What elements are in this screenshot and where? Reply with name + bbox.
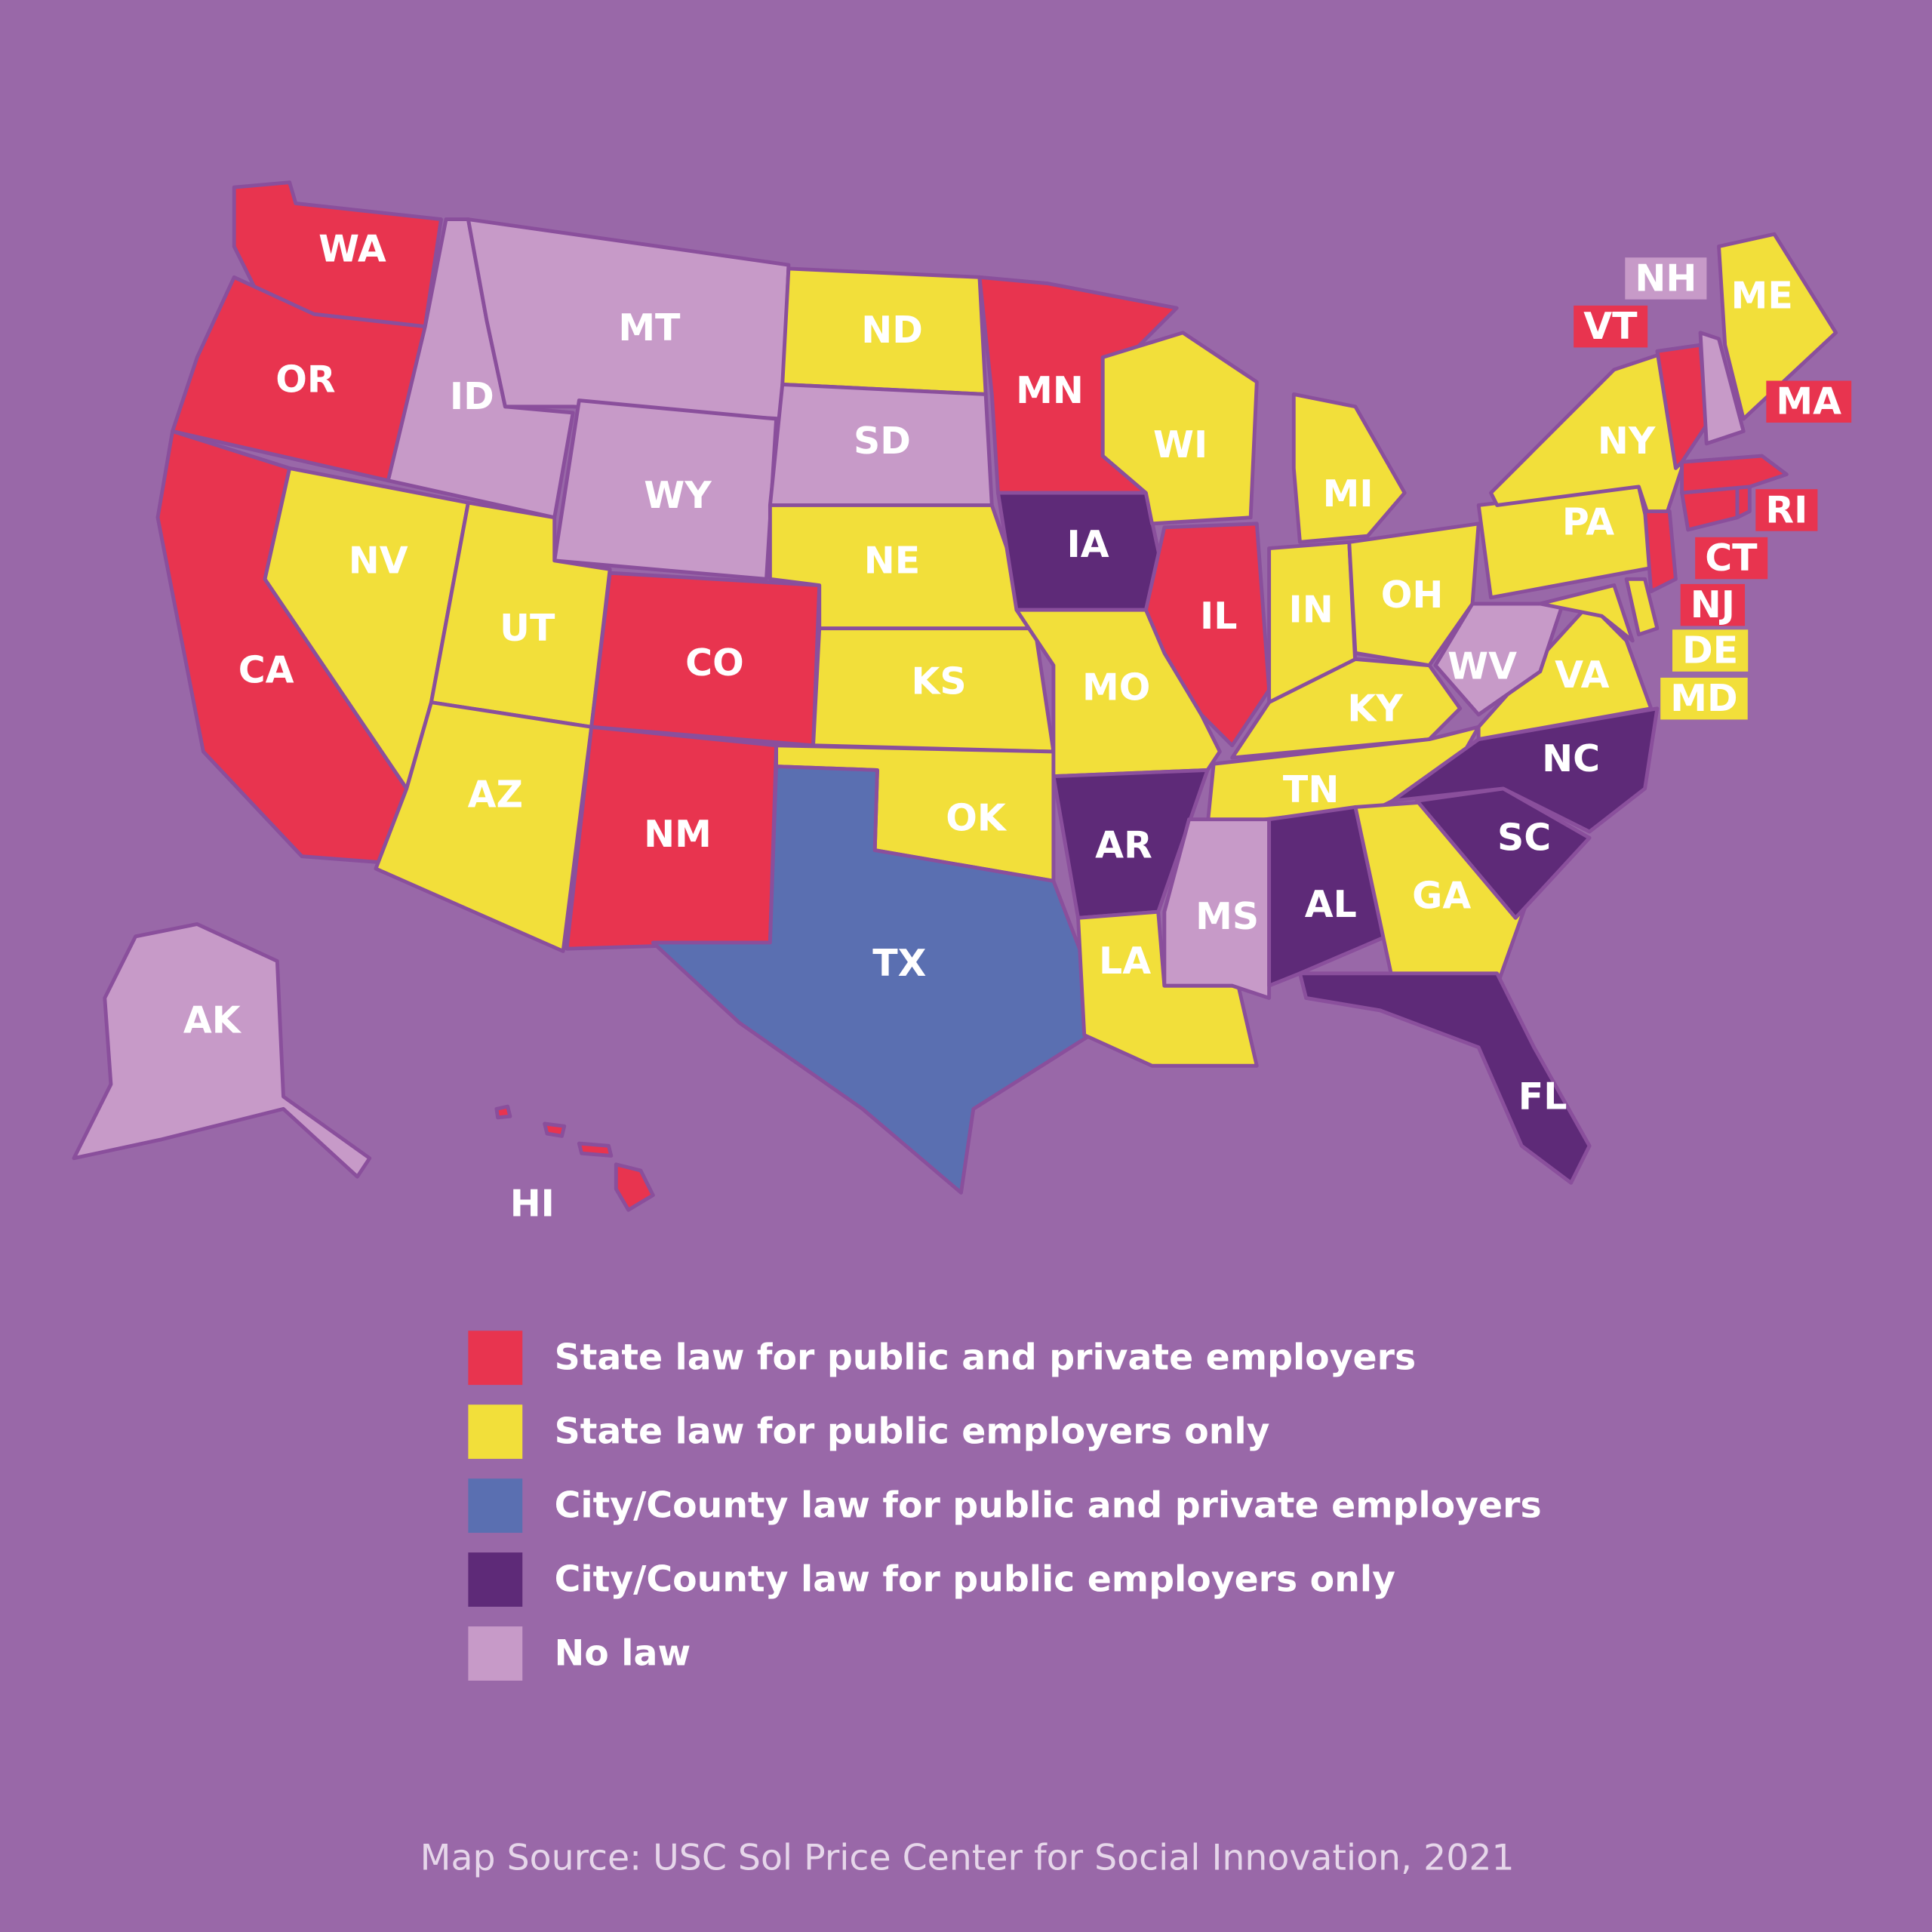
state-shape bbox=[552, 398, 779, 581]
label-box bbox=[1766, 380, 1852, 423]
state-label: OK bbox=[946, 797, 1008, 840]
legend-swatch bbox=[468, 1626, 523, 1681]
state-label: WA bbox=[318, 227, 386, 270]
state-label: OH bbox=[1381, 574, 1444, 617]
state-label: NJ bbox=[1690, 583, 1735, 626]
state-label: WI bbox=[1153, 423, 1208, 466]
legend-label: No law bbox=[555, 1633, 691, 1675]
label-box bbox=[1625, 257, 1707, 300]
state-shape bbox=[1298, 971, 1592, 1185]
state-shape bbox=[1735, 485, 1752, 520]
state-label: WY bbox=[644, 474, 712, 517]
state-label: NY bbox=[1598, 420, 1656, 463]
state-label: CO bbox=[685, 641, 744, 685]
legend-swatch bbox=[468, 1478, 523, 1534]
state-label: MO bbox=[1082, 666, 1150, 709]
state-label: WV bbox=[1447, 645, 1517, 688]
state-shape bbox=[577, 1141, 614, 1158]
legend-swatch bbox=[468, 1404, 523, 1460]
label-box bbox=[1680, 583, 1746, 626]
state-label: TN bbox=[1283, 768, 1339, 811]
legend-swatch bbox=[468, 1331, 523, 1386]
state-label: NC bbox=[1542, 737, 1600, 780]
state-shape bbox=[374, 700, 594, 953]
state-label: LA bbox=[1099, 940, 1151, 983]
state-label: MT bbox=[618, 306, 681, 349]
state-shape bbox=[494, 1104, 512, 1120]
legend-label: City/County law for public and private e… bbox=[555, 1485, 1542, 1527]
state-label: FL bbox=[1518, 1075, 1567, 1118]
states bbox=[72, 180, 1838, 1212]
state-label: AR bbox=[1095, 823, 1152, 866]
state-shape bbox=[1100, 331, 1259, 526]
state-label: NV bbox=[349, 539, 408, 582]
label-box bbox=[1695, 537, 1768, 580]
state-shape bbox=[72, 922, 372, 1179]
state-label: PA bbox=[1562, 501, 1614, 544]
state-label: NM bbox=[644, 813, 712, 856]
state-shape bbox=[543, 1121, 567, 1138]
state-label: MN bbox=[1016, 369, 1084, 412]
label-box bbox=[1660, 677, 1748, 720]
state-label: RI bbox=[1765, 488, 1807, 531]
state-shape bbox=[1143, 521, 1272, 748]
label-box bbox=[1672, 629, 1749, 672]
state-label: KS bbox=[911, 660, 966, 703]
state-label: AL bbox=[1305, 883, 1357, 926]
state-label: IA bbox=[1067, 523, 1109, 566]
state-label: MI bbox=[1323, 472, 1374, 515]
state-label: CA bbox=[238, 649, 294, 692]
label-box bbox=[1574, 305, 1648, 348]
legend-label: City/County law for public employers onl… bbox=[555, 1559, 1395, 1601]
state-shape bbox=[1538, 583, 1635, 643]
state-shape bbox=[1698, 331, 1746, 446]
state-label: NH bbox=[1635, 257, 1697, 300]
state-label: IL bbox=[1200, 595, 1237, 638]
legend-swatch bbox=[468, 1552, 523, 1607]
state-label: IN bbox=[1289, 589, 1334, 632]
state-label: TX bbox=[872, 942, 926, 985]
state-shape bbox=[1230, 657, 1463, 760]
state-shape bbox=[1717, 232, 1838, 421]
state-label: MS bbox=[1195, 895, 1259, 938]
state-shape bbox=[1291, 392, 1407, 544]
label-box bbox=[1755, 489, 1818, 531]
state-label: VT bbox=[1583, 305, 1638, 348]
state-shape bbox=[1267, 804, 1389, 988]
state-label: GA bbox=[1412, 874, 1471, 917]
state-shape bbox=[1655, 343, 1709, 470]
state-label: HI bbox=[510, 1183, 555, 1226]
state-label: DE bbox=[1682, 629, 1738, 672]
state-label: ND bbox=[861, 309, 923, 352]
state-label: NE bbox=[864, 539, 920, 582]
legend-label: State law for public employers only bbox=[555, 1411, 1270, 1453]
legend-label: State law for public and private employe… bbox=[555, 1337, 1416, 1379]
state-label: OR bbox=[275, 358, 335, 401]
state-shape bbox=[1680, 454, 1789, 495]
state-shape bbox=[1624, 577, 1660, 637]
state-label: AZ bbox=[468, 774, 523, 817]
state-label: ME bbox=[1731, 274, 1793, 317]
state-shape bbox=[466, 217, 791, 421]
state-shape bbox=[614, 1162, 655, 1212]
source-note: Map Source: USC Sol Price Center for Soc… bbox=[420, 1838, 1515, 1879]
state-label: MA bbox=[1776, 380, 1841, 423]
state-label: SD bbox=[854, 420, 911, 463]
state-label: ID bbox=[450, 375, 494, 418]
state-label: CT bbox=[1705, 537, 1758, 580]
state-label: UT bbox=[500, 607, 555, 650]
state-label: SC bbox=[1497, 817, 1551, 860]
state-label: AK bbox=[183, 998, 242, 1041]
state-label: MD bbox=[1670, 677, 1737, 720]
legend: State law for public and private employe… bbox=[468, 1331, 1542, 1681]
state-shape bbox=[1076, 909, 1259, 1068]
state-label: VA bbox=[1555, 654, 1610, 697]
state-shape bbox=[1347, 521, 1481, 668]
state-shape bbox=[1643, 509, 1678, 594]
state-labels: WA OR CA ID MT WY NV UT AZ CO NM ND SD NE KS OK TX MN IA MO… bbox=[183, 227, 1852, 1226]
state-shape bbox=[651, 764, 1093, 1195]
state-label: KY bbox=[1347, 687, 1403, 730]
